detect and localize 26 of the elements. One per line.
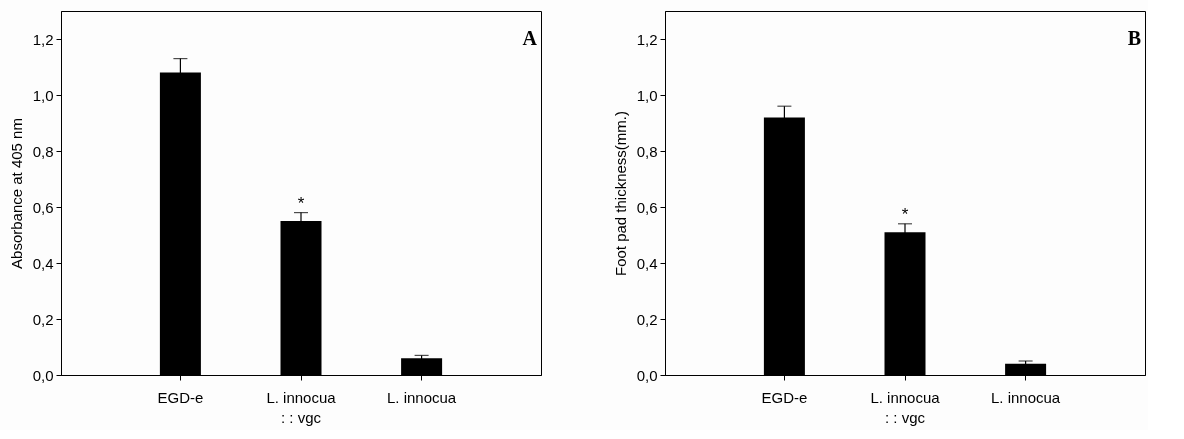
y-tick-label: 0,2 [636,310,658,328]
x-tick-label: L. innocua [386,388,457,406]
text: B [1127,27,1141,49]
x-tick-label: EGD-e [157,388,204,406]
y-tick-label: 0,0 [636,366,658,384]
y-axis-title: Absorbance at 405 nm [7,118,25,269]
y-tick-label: 1,2 [636,30,658,48]
x-tick-label: L. innocua : : vgc [870,388,941,426]
annotation: * [297,193,305,213]
y-tick-label: 0,6 [636,198,658,216]
y-tick-label: 1,0 [636,86,658,104]
x-tick-label: L. innocua : : vgc [266,388,337,426]
y-tick-label: 0,4 [32,254,54,272]
y-axis-title: Foot pad thickness(mm.) [611,110,629,277]
y-tick-label: 0,2 [32,310,54,328]
y-tick-label: 0,8 [636,142,658,160]
y-tick-label: 0,4 [636,254,658,272]
y-tick-label: 0,0 [32,366,54,384]
y-tick-label: 0,8 [32,142,54,160]
x-tick-label: EGD-e [761,388,808,406]
annotation: * [901,204,909,224]
text: A [522,27,538,49]
y-tick-label: 1,0 [32,86,54,104]
y-tick-label: 1,2 [32,30,54,48]
x-tick-label: L. innocua [990,388,1061,406]
y-tick-label: 0,6 [32,198,54,216]
